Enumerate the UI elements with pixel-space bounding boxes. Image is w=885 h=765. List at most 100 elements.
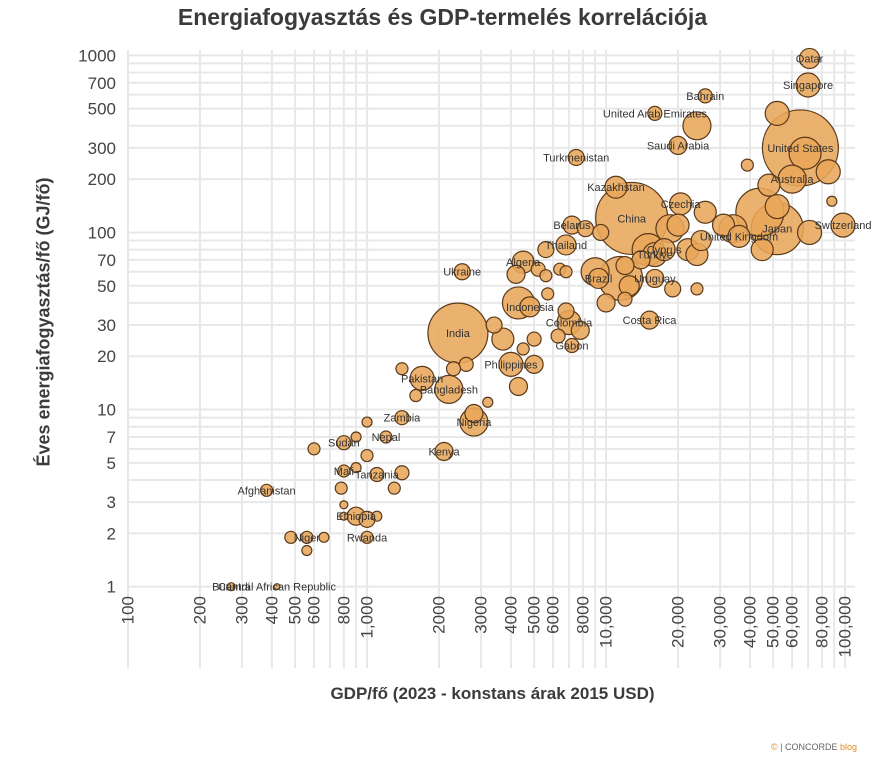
data-point — [409, 388, 423, 403]
x-tick-label: 10,000 — [597, 596, 616, 648]
data-point — [639, 310, 660, 330]
data-point — [693, 200, 717, 224]
data-point — [434, 374, 464, 404]
x-tick-label: 3000 — [472, 596, 491, 634]
data-point — [361, 416, 373, 428]
data-point — [645, 268, 665, 289]
point-label: Czechia — [661, 199, 702, 211]
axis-ticks: 1 2 3 5 7 10 20 30 50 70 100 200 300 500 700 1000 100 200… — [78, 46, 854, 657]
data-point — [434, 441, 454, 462]
data-point — [666, 213, 690, 237]
data-point — [464, 403, 484, 424]
data-point — [690, 229, 712, 252]
data-point — [369, 466, 385, 483]
data-point — [339, 511, 349, 521]
data-point — [226, 582, 236, 592]
point-label: Brazil — [585, 273, 613, 285]
point-label: Sudan — [328, 438, 360, 450]
x-tick-label: 8000 — [573, 596, 592, 634]
point-label: Turkmenistan — [543, 152, 609, 164]
x-tick-label: 800 — [334, 596, 353, 624]
data-point — [664, 280, 682, 298]
data-point — [559, 265, 573, 279]
data-point — [826, 195, 838, 207]
data-point — [557, 302, 575, 320]
point-label: China — [617, 213, 647, 225]
data-point — [506, 264, 526, 284]
data-point — [301, 544, 313, 557]
y-tick-label: 3 — [107, 493, 116, 512]
point-label: Rwanda — [347, 532, 388, 544]
x-tick-label: 20,000 — [669, 596, 688, 648]
point-label: Kenya — [428, 446, 460, 458]
credit-brand: CONCORDE — [784, 742, 838, 752]
data-point — [453, 263, 471, 281]
data-point — [596, 293, 616, 313]
point-label: Nigeria — [456, 417, 492, 429]
y-tick-label: 10 — [97, 401, 116, 420]
x-tick-label: 30,000 — [711, 596, 730, 648]
point-label: Zambia — [384, 413, 422, 425]
point-label: Tanzania — [355, 469, 400, 481]
data-point — [498, 351, 524, 377]
data-point — [570, 320, 590, 340]
copyright-mark: © — [770, 742, 778, 752]
data-point — [740, 158, 754, 172]
data-point — [508, 376, 529, 397]
point-label: Afghanistan — [238, 485, 296, 497]
point-label: Switzerland — [815, 220, 872, 232]
data-point — [350, 431, 362, 443]
data-point — [519, 296, 541, 318]
point-label: Thailand — [545, 240, 587, 252]
point-labels: United States China India Japan Switzerland A… — [212, 53, 871, 593]
plot-background — [128, 50, 855, 668]
credit-separator: | — [780, 742, 783, 752]
point-label: Japan — [762, 224, 792, 236]
x-tick-label: 100,000 — [836, 596, 855, 657]
data-point — [485, 316, 503, 334]
y-tick-label: 100 — [88, 223, 116, 242]
x-tick-label: 600 — [305, 596, 324, 624]
data-point — [273, 583, 281, 591]
y-tick-label: 7 — [107, 428, 116, 447]
y-tick-label: 1 — [107, 578, 116, 597]
data-point — [482, 396, 494, 408]
data-point — [697, 88, 713, 104]
y-tick-label: 1000 — [78, 46, 116, 65]
y-tick-label: 500 — [88, 100, 116, 119]
point-label: Pakistan — [401, 373, 443, 385]
x-tick-label: 50,000 — [764, 596, 783, 648]
data-points — [226, 47, 856, 592]
y-tick-label: 5 — [107, 454, 116, 473]
y-tick-label: 70 — [97, 251, 116, 270]
y-tick-label: 30 — [97, 316, 116, 335]
data-point — [524, 354, 544, 374]
data-point — [371, 510, 383, 522]
x-axis-label: GDP/fő (2023 - konstans árak 2015 USD) — [330, 684, 655, 703]
x-tick-label: 400 — [262, 596, 281, 624]
data-point — [409, 365, 435, 391]
data-point — [537, 241, 555, 259]
point-label: United Arab Emirates — [603, 108, 707, 120]
chart-title: Energiafogyasztás és GDP-termelés korrel… — [177, 4, 708, 30]
data-point — [360, 530, 374, 544]
x-tick-label: 1,000 — [358, 596, 377, 639]
y-tick-label: 2 — [107, 524, 116, 543]
data-point — [555, 234, 577, 256]
point-label: Australia — [771, 174, 815, 186]
data-point — [764, 193, 790, 220]
data-point — [757, 173, 781, 197]
point-label: Colombia — [546, 318, 593, 330]
x-tick-label: 300 — [233, 596, 252, 624]
x-tick-label: 500 — [286, 596, 305, 624]
point-label: Costa Rica — [623, 315, 678, 327]
data-point — [615, 255, 635, 276]
data-point — [336, 435, 352, 451]
data-point — [318, 531, 330, 543]
point-label: United Kingdom — [700, 231, 778, 243]
point-label: Ukraine — [443, 267, 481, 279]
x-tick-label: 2000 — [429, 596, 448, 634]
point-label: Kazakhstan — [587, 182, 644, 194]
data-point — [539, 269, 553, 283]
